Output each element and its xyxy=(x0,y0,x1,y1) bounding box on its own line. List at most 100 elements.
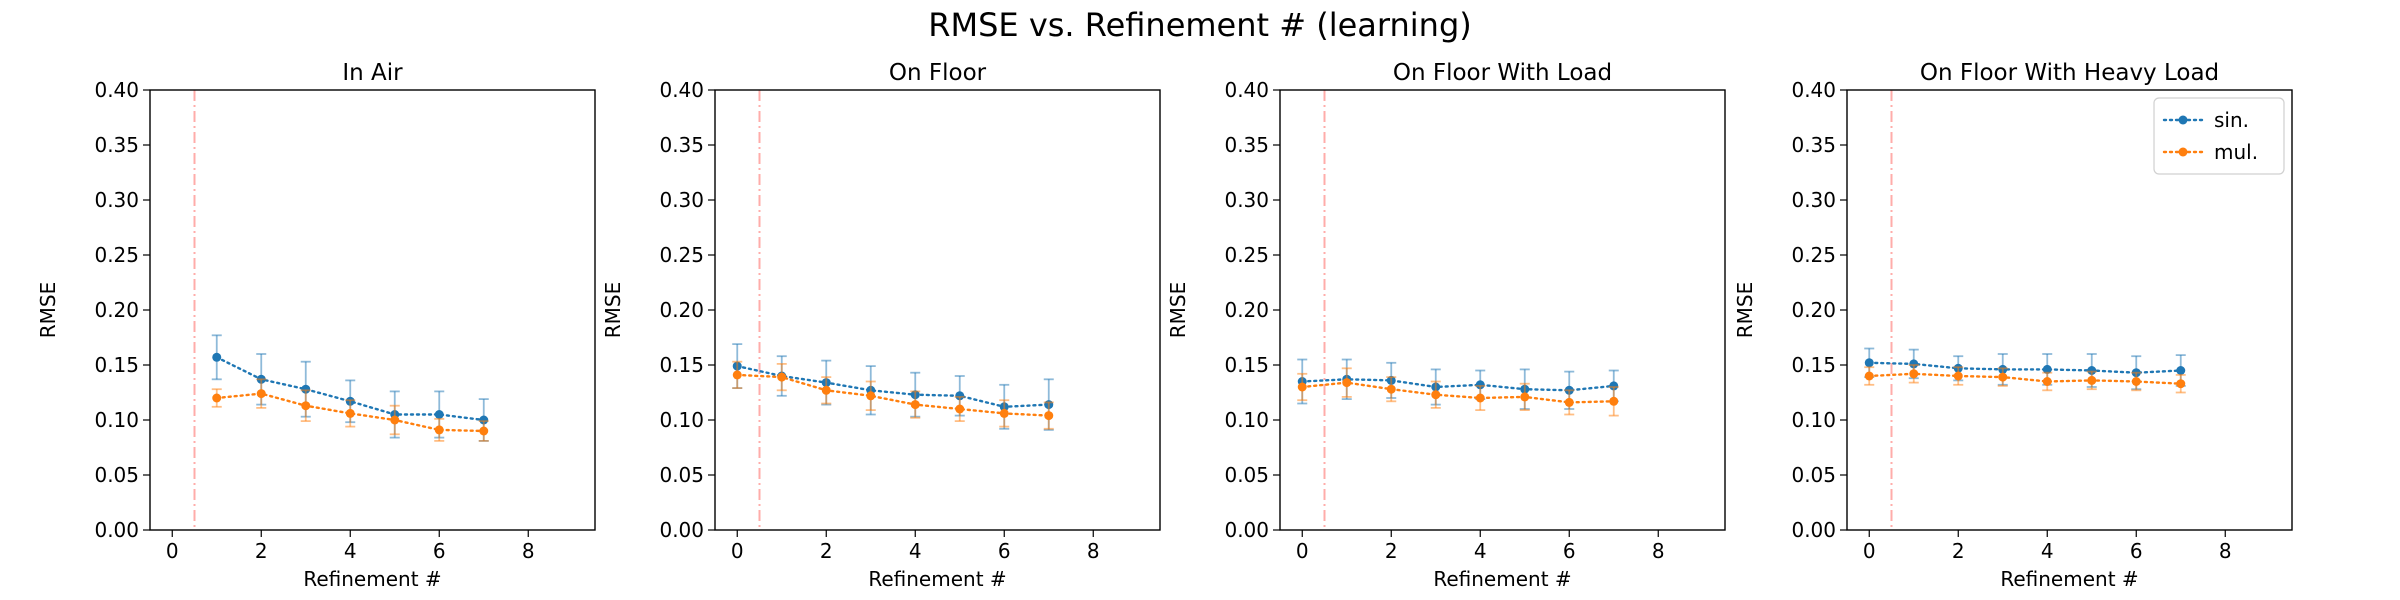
y-axis-label: RMSE xyxy=(1733,282,1757,338)
data-point xyxy=(434,410,444,419)
y-tick-label: 0.35 xyxy=(94,133,139,157)
data-point xyxy=(1998,372,2008,382)
legend-label: sin. xyxy=(2214,108,2249,132)
x-tick-label: 4 xyxy=(1474,539,1487,563)
series-line xyxy=(736,373,1050,417)
y-tick-label: 0.00 xyxy=(1224,518,1269,542)
chart-title: In Air xyxy=(342,60,403,86)
x-tick-label: 2 xyxy=(1952,539,1965,563)
series-line xyxy=(1301,378,1615,392)
y-tick-label: 0.05 xyxy=(1224,463,1269,487)
x-axis-label: Refinement # xyxy=(1433,567,1571,591)
data-point xyxy=(345,408,355,418)
data-point xyxy=(1564,397,1574,407)
y-tick-label: 0.10 xyxy=(1224,408,1269,432)
y-tick-label: 0.30 xyxy=(1224,188,1269,212)
data-point xyxy=(1297,382,1307,392)
y-tick-label: 0.25 xyxy=(1224,243,1269,267)
x-tick-label: 0 xyxy=(1296,539,1309,563)
series-line xyxy=(1301,381,1615,404)
x-axis-label: Refinement # xyxy=(303,567,441,591)
y-tick-label: 0.00 xyxy=(1791,518,1836,542)
x-tick-label: 0 xyxy=(166,539,179,563)
y-axis-label: RMSE xyxy=(601,282,625,338)
y-tick-label: 0.35 xyxy=(1791,133,1836,157)
y-tick-label: 0.40 xyxy=(94,78,139,102)
series-mul xyxy=(1297,367,1619,417)
data-point xyxy=(999,408,1009,418)
x-axis-label: Refinement # xyxy=(2000,567,2138,591)
y-tick-label: 0.20 xyxy=(94,298,139,322)
y-tick-label: 0.05 xyxy=(1791,463,1836,487)
chart-title: On Floor xyxy=(889,60,987,86)
y-tick-label: 0.05 xyxy=(659,463,704,487)
y-tick-label: 0.00 xyxy=(659,518,704,542)
x-tick-label: 2 xyxy=(255,539,268,563)
y-tick-label: 0.35 xyxy=(1224,133,1269,157)
plot-frame xyxy=(149,89,596,531)
series-line xyxy=(1868,372,2182,385)
data-point xyxy=(955,404,965,414)
plot-frame xyxy=(1846,89,2293,531)
data-point xyxy=(1953,371,1963,381)
y-tick-label: 0.25 xyxy=(94,243,139,267)
y-tick-label: 0.15 xyxy=(659,353,704,377)
data-point xyxy=(301,384,311,394)
x-tick-label: 8 xyxy=(1087,539,1100,563)
plot-frame xyxy=(714,89,1161,531)
series-mul xyxy=(211,378,489,442)
data-point xyxy=(866,391,876,401)
y-tick-label: 0.40 xyxy=(659,78,704,102)
data-point xyxy=(777,372,787,382)
y-tick-label: 0.40 xyxy=(1224,78,1269,102)
chart-title: On Floor With Load xyxy=(1393,60,1612,86)
data-point xyxy=(1044,411,1054,421)
data-point xyxy=(910,400,920,410)
data-point xyxy=(2042,364,2052,374)
data-point xyxy=(1864,358,1874,368)
data-point xyxy=(1386,384,1396,394)
x-tick-label: 4 xyxy=(2041,539,2054,563)
chart-panel-2: On Floor 0.00 0.05 0.10 0.15 0.20 0.25 0.30 0.35… xyxy=(601,60,1161,591)
y-tick-label: 0.25 xyxy=(659,243,704,267)
data-point xyxy=(1342,378,1352,388)
data-point xyxy=(301,401,311,411)
data-point xyxy=(1609,381,1619,391)
x-tick-label: 8 xyxy=(2219,539,2232,563)
data-point xyxy=(2087,375,2097,385)
y-tick-label: 0.20 xyxy=(659,298,704,322)
series-line xyxy=(1868,361,2182,374)
x-tick-label: 2 xyxy=(820,539,833,563)
chart-panel-1: In Air 0.00 0.05 0.10 0.15 0.20 0.25 0.30 0.35 0.… xyxy=(36,60,596,591)
legend: sin. mul. xyxy=(2153,97,2285,175)
data-point xyxy=(1909,359,1919,369)
data-point xyxy=(1431,390,1441,400)
series-line xyxy=(736,364,1050,409)
chart-title: On Floor With Heavy Load xyxy=(1920,60,2219,86)
data-point xyxy=(2176,379,2186,389)
y-tick-label: 0.15 xyxy=(1791,353,1836,377)
y-tick-label: 0.20 xyxy=(1224,298,1269,322)
data-point xyxy=(212,393,222,403)
data-point xyxy=(2131,377,2141,386)
data-point xyxy=(1475,380,1485,390)
y-tick-label: 0.10 xyxy=(1791,408,1836,432)
x-tick-label: 6 xyxy=(998,539,1011,563)
series-mul xyxy=(1864,364,2186,394)
legend-swatch-marker xyxy=(2178,115,2188,125)
series-mul xyxy=(732,360,1054,430)
legend-swatch-marker xyxy=(2178,147,2188,157)
x-tick-label: 0 xyxy=(731,539,744,563)
y-tick-label: 0.15 xyxy=(1224,353,1269,377)
data-point xyxy=(821,385,831,395)
x-tick-label: 6 xyxy=(2130,539,2143,563)
y-axis-label: RMSE xyxy=(36,282,60,338)
plot-frame xyxy=(1279,89,1726,531)
y-tick-label: 0.15 xyxy=(94,353,139,377)
y-tick-label: 0.05 xyxy=(94,463,139,487)
data-point xyxy=(732,370,742,380)
x-tick-label: 4 xyxy=(344,539,357,563)
data-point xyxy=(434,425,444,435)
